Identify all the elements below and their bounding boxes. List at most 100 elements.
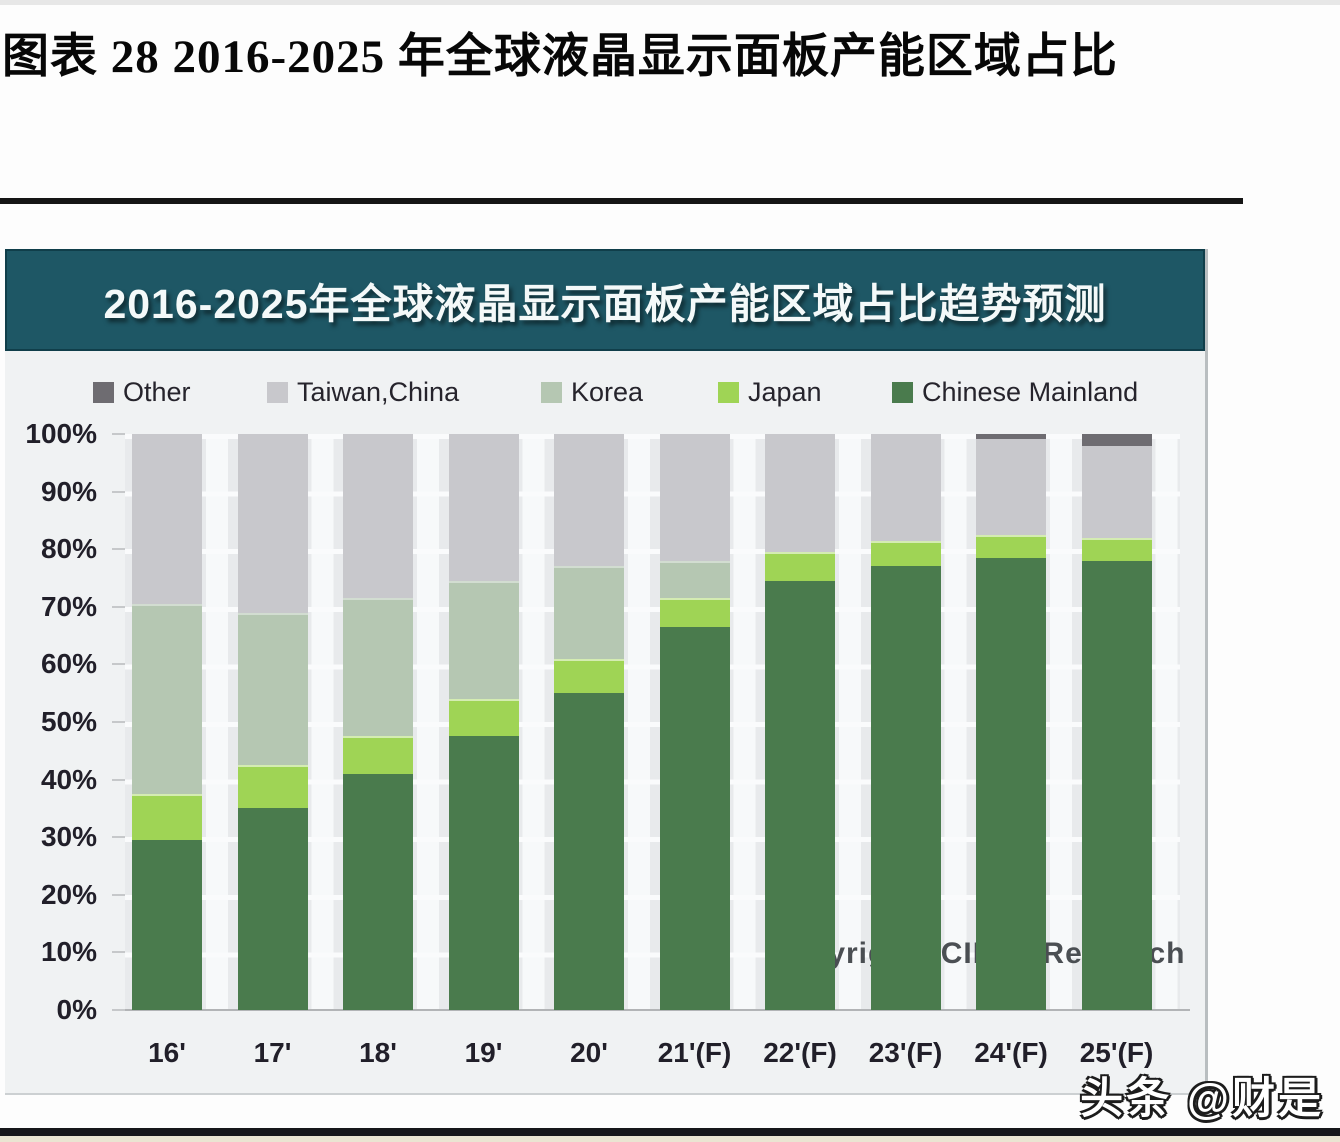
bar-segment-japan — [976, 534, 1046, 558]
legend-label: Other — [123, 376, 191, 407]
y-tick-label: 0% — [56, 994, 97, 1025]
chart-image: 2016-2025年全球液晶显示面板产能区域占比趋势预测 Other Taiwan… — [5, 249, 1208, 1095]
y-tick-label: 30% — [40, 821, 97, 853]
y-tick-label: 90% — [40, 475, 97, 507]
bar-16 — [132, 434, 202, 1010]
bar-segment-taiwan-china — [132, 434, 202, 604]
y-tick-mark — [112, 490, 125, 493]
bar-segment-other — [1081, 434, 1152, 446]
bar-segment-other — [976, 434, 1046, 439]
y-tick-label: 100% — [25, 418, 97, 449]
y-tick-label: 10% — [40, 936, 97, 968]
x-tick-label: 19' — [464, 1037, 503, 1068]
legend-label: Taiwan,China — [297, 376, 460, 407]
x-tick-label: 25'(F) — [1079, 1037, 1154, 1068]
plot-area: Copyright©CINNOResearch — [115, 434, 1190, 1011]
bar-segment-taiwan-china — [765, 434, 835, 553]
bar-segment-japan — [870, 540, 941, 567]
y-tick-label: 50% — [40, 706, 97, 737]
chart-banner: 2016-2025年全球液晶显示面板产能区域占比趋势预测 — [5, 249, 1205, 351]
bar-segment-chinese-mainland — [448, 736, 519, 1010]
document-title: 图表 28 2016-2025 年全球液晶显示面板产能区域占比 — [2, 31, 1118, 83]
x-tick-label: 23'(F) — [868, 1037, 943, 1068]
page-bottom-strip — [0, 1136, 1340, 1142]
legend-label: Korea — [571, 376, 644, 407]
bar-segment-korea — [343, 598, 413, 737]
bar-segment-taiwan-china — [976, 438, 1046, 535]
x-tick-label: 16' — [148, 1037, 186, 1068]
bar-23-f — [870, 434, 941, 1010]
y-tick-mark — [112, 778, 125, 781]
legend-item-japan: Japan — [718, 375, 822, 409]
x-tick-label: 24'(F) — [974, 1037, 1048, 1068]
legend-swatch-korea — [541, 381, 562, 403]
legend-item-chinese-mainland: Chinese Mainland — [892, 375, 1138, 409]
legend-swatch-japan — [718, 381, 739, 403]
y-tick-mark — [112, 893, 125, 896]
bar-segment-taiwan-china — [343, 434, 413, 599]
bar-19 — [448, 434, 519, 1010]
bar-segment-japan — [448, 698, 519, 737]
y-tick-mark — [112, 433, 125, 435]
bar-segment-chinese-mainland — [870, 566, 941, 1010]
legend-swatch-chinese-mainland — [892, 381, 913, 403]
x-tick-label: 17' — [253, 1037, 292, 1068]
top-edge-strip — [0, 0, 1340, 5]
bar-segment-japan — [237, 765, 308, 809]
bar-segment-chinese-mainland — [343, 773, 413, 1010]
y-tick-label: 80% — [40, 533, 97, 565]
legend-item-taiwan-china: Taiwan,China — [267, 375, 459, 409]
bar-segment-chinese-mainland — [554, 693, 624, 1010]
y-tick-mark — [112, 951, 125, 954]
bar-segment-japan — [765, 552, 835, 581]
bar-22-f — [765, 434, 835, 1010]
bar-segment-korea — [448, 580, 519, 699]
bar-segment-chinese-mainland — [132, 840, 202, 1010]
x-tick-label: 18' — [359, 1037, 397, 1068]
bar-segment-japan — [659, 598, 730, 627]
legend-swatch-other — [93, 381, 114, 403]
y-tick-mark — [112, 548, 125, 551]
bar-25-f — [1081, 434, 1152, 1010]
bar-segment-taiwan-china — [554, 434, 624, 567]
legend-item-korea: Korea — [541, 375, 643, 409]
bar-segment-taiwan-china — [1081, 445, 1152, 538]
y-tick-mark — [112, 721, 125, 723]
x-tick-label: 20' — [570, 1037, 608, 1068]
bar-segment-taiwan-china — [237, 434, 308, 613]
x-tick-label: 21'(F) — [657, 1037, 732, 1068]
bar-segment-korea — [132, 603, 202, 794]
title-divider — [0, 198, 1243, 204]
x-axis-line — [115, 1009, 1190, 1011]
bar-segment-japan — [1081, 537, 1152, 561]
legend-label: Japan — [748, 376, 822, 407]
bar-24-f — [976, 434, 1046, 1010]
bar-segment-chinese-mainland — [976, 557, 1046, 1010]
chart-title: 2016-2025年全球液晶显示面板产能区域占比趋势预测 — [103, 281, 1107, 327]
legend-label: Chinese Mainland — [922, 376, 1139, 407]
bar-segment-japan — [554, 658, 624, 694]
bar-segment-japan — [132, 794, 202, 841]
bar-17 — [237, 434, 308, 1010]
bar-segment-chinese-mainland — [659, 626, 730, 1010]
bar-21-f — [659, 434, 730, 1010]
legend-swatch-taiwan-china — [267, 381, 288, 403]
page-bottom-border — [0, 1128, 1340, 1136]
y-tick-mark — [112, 836, 125, 839]
bar-segment-korea — [659, 560, 730, 599]
bar-segment-taiwan-china — [659, 434, 730, 561]
bar-segment-japan — [343, 736, 413, 774]
bar-segment-chinese-mainland — [237, 808, 308, 1010]
bar-segment-korea — [554, 566, 624, 659]
y-tick-label: 60% — [40, 648, 97, 680]
y-tick-mark — [112, 605, 125, 608]
watermark: 头条 @财是 — [1080, 1075, 1324, 1123]
bar-segment-chinese-mainland — [765, 580, 835, 1010]
bar-segment-korea — [237, 612, 308, 766]
y-tick-label: 70% — [40, 590, 97, 622]
y-tick-mark — [112, 663, 125, 666]
y-tick-mark — [112, 1009, 125, 1011]
bar-segment-taiwan-china — [870, 434, 941, 541]
x-tick-label: 22'(F) — [763, 1037, 837, 1068]
